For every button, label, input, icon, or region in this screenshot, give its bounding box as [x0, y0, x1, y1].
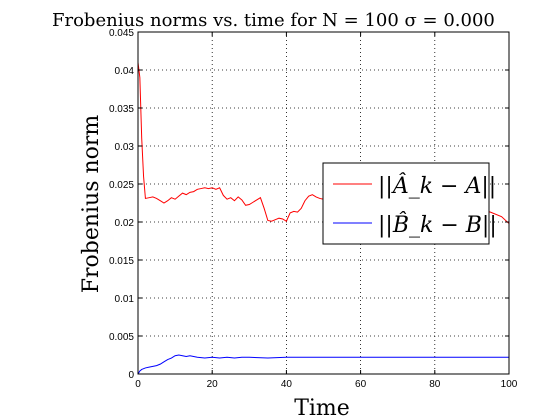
y-tick-label: 0.03	[115, 142, 135, 153]
y-tick-label: 0.015	[109, 256, 134, 267]
y-axis-title: Frobenius norm	[79, 115, 104, 294]
x-tick-label: 100	[501, 379, 518, 390]
series-line-1	[137, 354, 509, 375]
legend-label-a: ||Â_k − A||	[378, 172, 496, 199]
y-tick-label: 0.04	[115, 66, 135, 77]
legend-box	[322, 162, 490, 245]
x-tick-label: 0	[135, 379, 141, 390]
y-tick-label: 0.035	[109, 104, 134, 115]
y-tick-label: 0.045	[109, 28, 134, 39]
x-tick-labels: 0 20 40 60 80 100	[135, 379, 518, 390]
y-tick-label: 0.025	[109, 180, 134, 191]
x-tick-label: 60	[355, 379, 367, 390]
x-tick-label: 80	[429, 379, 441, 390]
x-tick-label: 40	[281, 379, 293, 390]
legend-label-b: ||B̂_k − B||	[378, 212, 497, 238]
ticks	[137, 31, 510, 375]
y-tick-label: 0.005	[109, 332, 134, 343]
y-tick-label: 0	[128, 370, 134, 381]
y-tick-label: 0.01	[115, 294, 135, 305]
y-tick-labels: 0 0.005 0.01 0.015 0.02 0.025 0.03 0.035 0.04 0.0…	[109, 28, 134, 381]
chart-title: Frobenius norms vs. time for N = 100 σ =…	[52, 10, 495, 31]
plot-frame	[137, 31, 510, 375]
x-tick-label: 20	[207, 379, 219, 390]
y-tick-label: 0.02	[115, 218, 135, 229]
x-axis-title: Time	[294, 396, 350, 420]
grid	[138, 32, 509, 374]
legend: ||Â_k − A|| ||B̂_k − B||	[322, 162, 497, 245]
